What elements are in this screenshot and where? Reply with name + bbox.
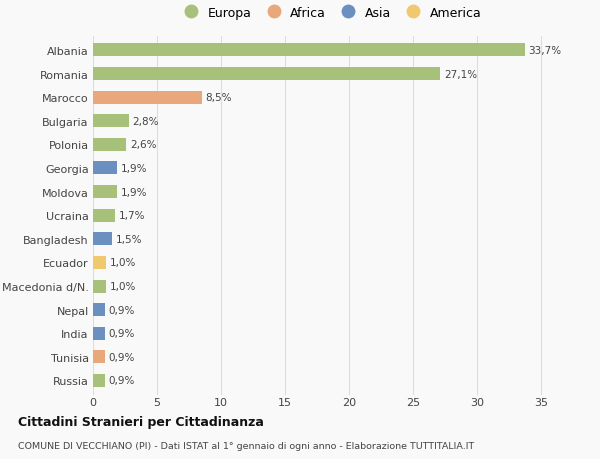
Bar [93, 45, 525, 57]
Text: 1,0%: 1,0% [110, 281, 136, 291]
Text: 0,9%: 0,9% [109, 305, 135, 315]
Text: 0,9%: 0,9% [109, 329, 135, 338]
Text: 1,9%: 1,9% [121, 163, 148, 174]
Text: 2,6%: 2,6% [130, 140, 157, 150]
Bar [93, 186, 118, 199]
Text: Cittadini Stranieri per Cittadinanza: Cittadini Stranieri per Cittadinanza [18, 415, 264, 428]
Text: 1,0%: 1,0% [110, 258, 136, 268]
Bar [93, 351, 104, 364]
Bar [93, 374, 104, 387]
Text: 1,5%: 1,5% [116, 234, 143, 244]
Text: 1,9%: 1,9% [121, 187, 148, 197]
Text: COMUNE DI VECCHIANO (PI) - Dati ISTAT al 1° gennaio di ogni anno - Elaborazione : COMUNE DI VECCHIANO (PI) - Dati ISTAT al… [18, 441, 474, 450]
Legend: Europa, Africa, Asia, America: Europa, Africa, Asia, America [173, 2, 487, 25]
Text: 1,7%: 1,7% [119, 211, 145, 221]
Text: 33,7%: 33,7% [529, 46, 562, 56]
Bar [93, 280, 106, 293]
Text: 0,9%: 0,9% [109, 375, 135, 386]
Bar [93, 327, 104, 340]
Bar [93, 115, 129, 128]
Bar [93, 139, 127, 151]
Text: 8,5%: 8,5% [206, 93, 232, 103]
Text: 27,1%: 27,1% [444, 69, 477, 79]
Bar [93, 233, 112, 246]
Bar [93, 303, 104, 316]
Text: 2,8%: 2,8% [133, 117, 159, 127]
Bar [93, 162, 118, 175]
Bar [93, 209, 115, 222]
Bar [93, 68, 440, 81]
Text: 0,9%: 0,9% [109, 352, 135, 362]
Bar [93, 257, 106, 269]
Bar [93, 91, 202, 105]
